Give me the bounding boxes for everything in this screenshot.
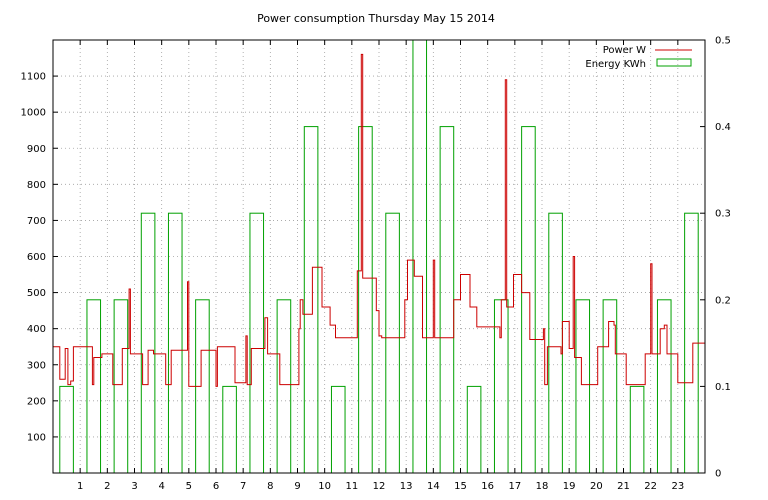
- y-axis-right: 0 0.1 0.2 0.3 0.4 0.5: [700, 36, 731, 480]
- y-right-tick-label: 0.1: [715, 382, 731, 393]
- energy-bar: [167, 212, 183, 474]
- y-right-tick-label: 0.3: [715, 209, 731, 220]
- energy-bar: [249, 212, 265, 474]
- x-tick-label: 11: [345, 481, 358, 492]
- energy-bar: [466, 385, 482, 474]
- x-tick-label: 21: [617, 481, 630, 492]
- y-right-tick-label: 0.4: [715, 122, 731, 133]
- y-left-tick-label: 200: [27, 396, 46, 407]
- energy-bar: [140, 212, 156, 474]
- x-tick-label: 10: [318, 481, 331, 492]
- energy-bar: [303, 126, 319, 474]
- gridlines: [53, 40, 705, 473]
- x-tick-label: 23: [671, 481, 684, 492]
- x-tick-label: 13: [400, 481, 413, 492]
- energy-bar: [548, 212, 563, 474]
- x-axis: 1 2 3 4 5 6 7 8 9 10 11 12 13 14 15 16 17 18 19 20 21 22 23: [77, 40, 684, 492]
- x-tick-label: 20: [590, 481, 603, 492]
- power-line-path: [53, 53, 706, 387]
- x-tick-label: 18: [536, 481, 549, 492]
- x-tick-label: 5: [186, 481, 192, 492]
- power-series: [53, 53, 706, 387]
- energy-bar: [412, 39, 428, 474]
- x-tick-label: 15: [454, 481, 467, 492]
- energy-bar: [113, 299, 129, 474]
- legend-swatch-energy: [656, 58, 692, 67]
- y-left-tick-label: 1000: [21, 108, 46, 119]
- x-tick-label: 4: [158, 481, 164, 492]
- energy-bar: [385, 212, 400, 474]
- y-left-tick-label: 600: [27, 252, 46, 263]
- y-left-tick-label: 900: [27, 144, 46, 155]
- y-left-tick-label: 300: [27, 360, 46, 371]
- x-tick-label: 16: [481, 481, 494, 492]
- y-left-tick-label: 100: [27, 432, 46, 443]
- x-tick-label: 2: [104, 481, 110, 492]
- y-axis-left: 100 200 300 400 500 600 700 800 900 1000 1100: [21, 72, 58, 443]
- y-left-tick-label: 700: [27, 216, 46, 227]
- energy-bar: [222, 385, 237, 474]
- x-tick-label: 17: [508, 481, 521, 492]
- x-tick-label: 22: [644, 481, 657, 492]
- energy-bar: [358, 126, 373, 474]
- y-right-tick-label: 0.5: [715, 36, 731, 47]
- x-tick-label: 7: [240, 481, 246, 492]
- y-left-tick-label: 1100: [21, 72, 46, 83]
- energy-bar: [86, 299, 102, 474]
- energy-bar: [276, 299, 292, 474]
- energy-bar: [330, 385, 346, 474]
- y-left-tick-label: 400: [27, 324, 46, 335]
- energy-bar: [602, 299, 618, 474]
- energy-bar: [59, 385, 74, 474]
- energy-bar: [629, 385, 645, 474]
- legend-label-power: Power W: [603, 45, 646, 56]
- legend-label-energy: Energy KWh: [585, 59, 646, 70]
- legend: Power W Energy KWh: [585, 45, 692, 70]
- x-tick-label: 9: [294, 481, 300, 492]
- x-tick-label: 14: [427, 481, 440, 492]
- y-left-tick-label: 500: [27, 288, 46, 299]
- y-right-tick-label: 0: [715, 469, 721, 480]
- y-right-tick-label: 0.2: [715, 295, 731, 306]
- y-left-tick-label: 800: [27, 180, 46, 191]
- x-tick-label: 12: [373, 481, 386, 492]
- x-tick-label: 3: [131, 481, 137, 492]
- x-tick-label: 6: [213, 481, 219, 492]
- energy-bar: [439, 126, 455, 474]
- chart-title: Power consumption Thursday May 15 2014: [257, 12, 495, 25]
- x-tick-label: 8: [267, 481, 273, 492]
- x-tick-label: 1: [77, 481, 83, 492]
- energy-bar: [575, 299, 591, 474]
- energy-bar: [521, 126, 536, 474]
- x-tick-label: 19: [563, 481, 576, 492]
